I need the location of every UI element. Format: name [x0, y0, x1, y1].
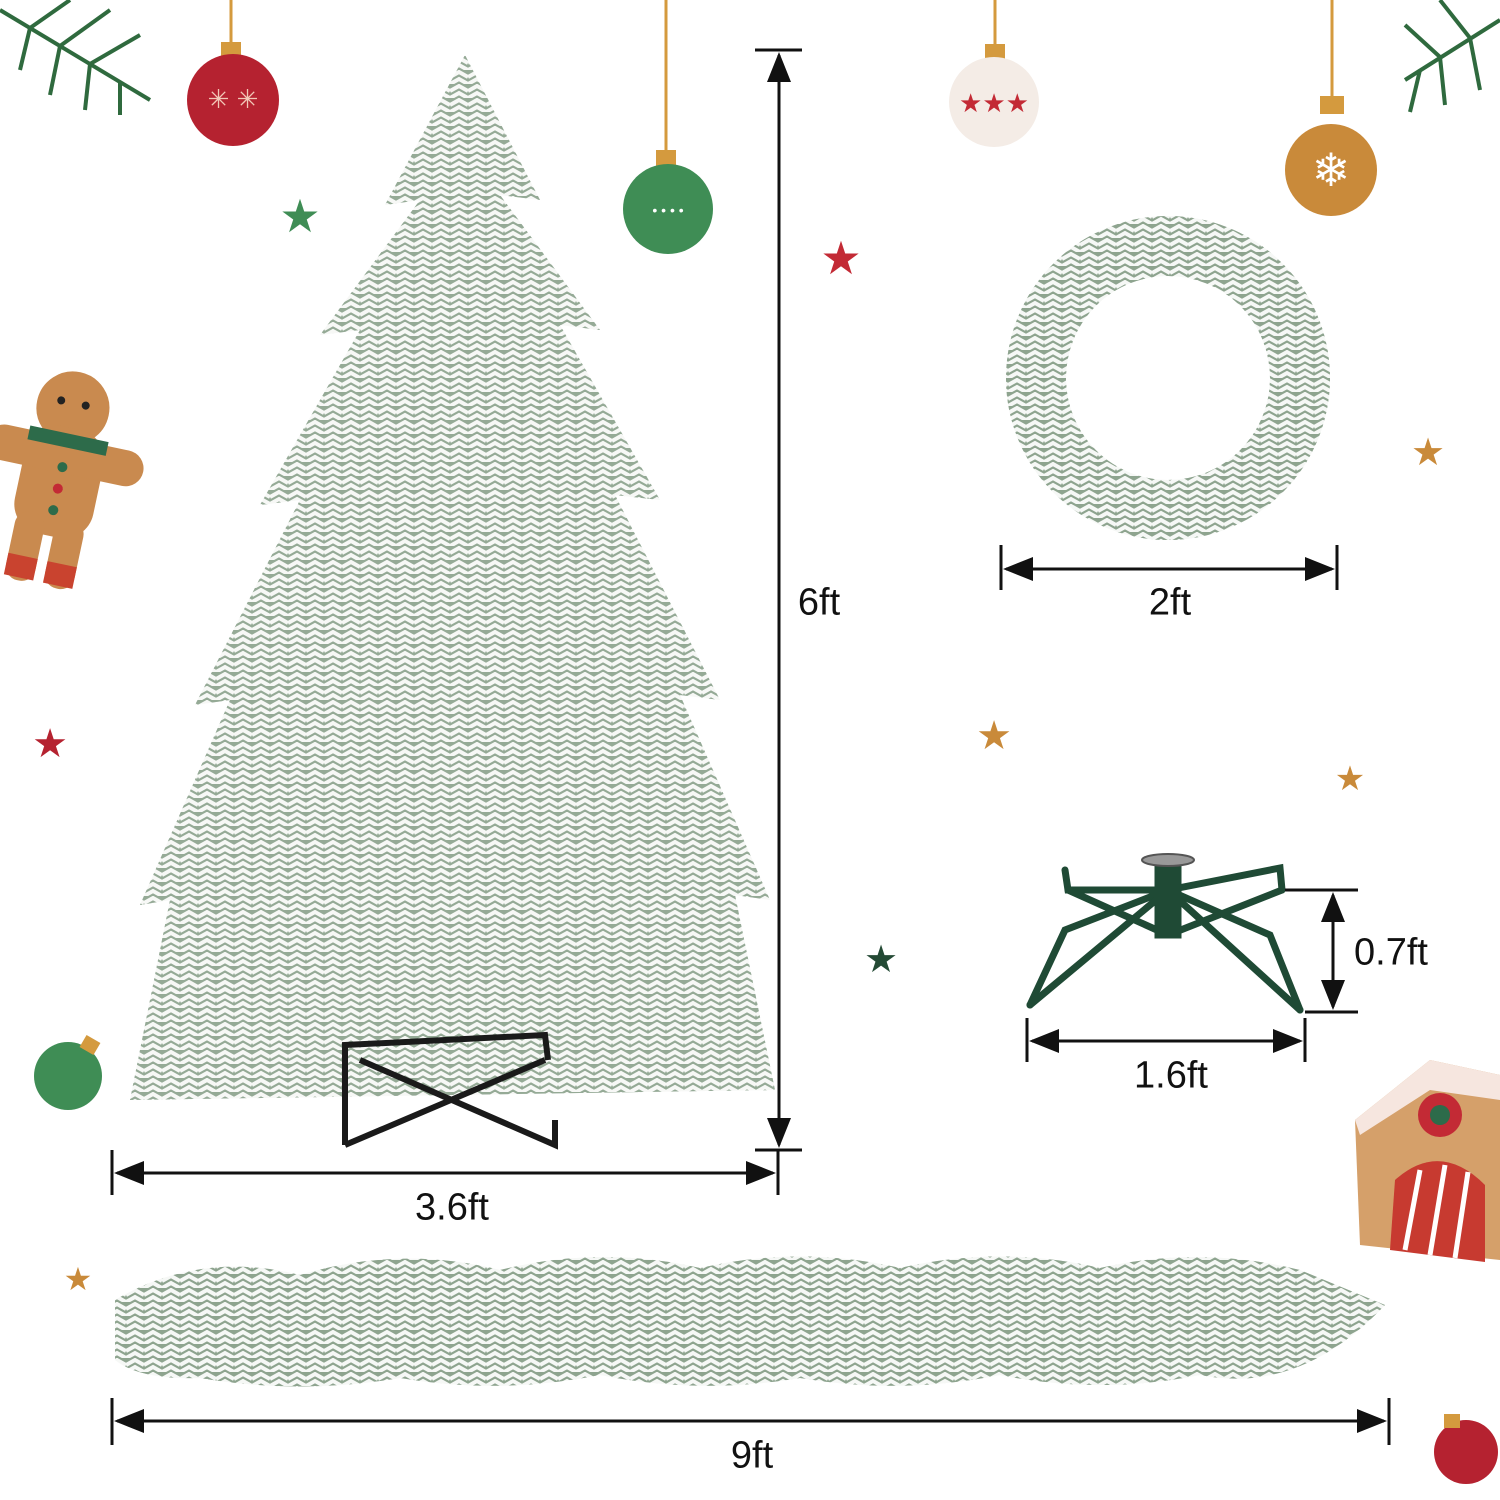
dimension-lines [110, 48, 1391, 1445]
star-icon: ★ [1411, 432, 1445, 474]
ornament-white-red-stars: ★★★ [949, 0, 1039, 147]
tree-stand-legs [342, 1031, 558, 1150]
flocked-christmas-tree [130, 55, 775, 1150]
metal-tree-stand [1026, 853, 1304, 1014]
garland-length-label: 9ft [730, 1434, 774, 1477]
svg-text:• • • •: • • • • [652, 202, 683, 218]
stand-width-label: 1.6ft [1134, 1054, 1208, 1097]
svg-text:✳ ✳: ✳ ✳ [208, 84, 259, 114]
pine-branch-top-right [1403, 0, 1500, 113]
ornament-gold-snowflake: ❄ [1285, 0, 1377, 216]
pine-branch-top-left [0, 0, 152, 115]
star-icon: ★ [1335, 760, 1365, 798]
flocked-garland [115, 1256, 1385, 1387]
decorative-stars: ★ ★ ★ ★ ★ ★ ★ ★ [32, 190, 1445, 1297]
ornament-green-dots: • • • • [623, 0, 713, 254]
tree-height-label: 6ft [797, 581, 841, 624]
star-icon: ★ [976, 714, 1012, 758]
wreath-diameter-label: 2ft [1148, 581, 1192, 624]
star-icon: ★ [279, 190, 320, 242]
star-icon: ★ [64, 1261, 93, 1297]
svg-text:❄: ❄ [1312, 144, 1351, 196]
tree-width-label: 3.6ft [415, 1186, 489, 1229]
stand-height-label: 0.7ft [1354, 931, 1428, 974]
star-icon: ★ [864, 939, 898, 981]
flocked-wreath [1006, 216, 1330, 540]
svg-text:★★★: ★★★ [959, 88, 1029, 118]
ornament-red-snowflake: ✳ ✳ [187, 0, 279, 146]
ornament-red-small [1434, 1414, 1498, 1484]
star-icon: ★ [32, 722, 68, 766]
gingerbread-man-decoration [0, 368, 144, 590]
gingerbread-house-decoration [1355, 1060, 1500, 1262]
star-icon: ★ [820, 232, 861, 284]
ornament-green-small [34, 1034, 102, 1110]
